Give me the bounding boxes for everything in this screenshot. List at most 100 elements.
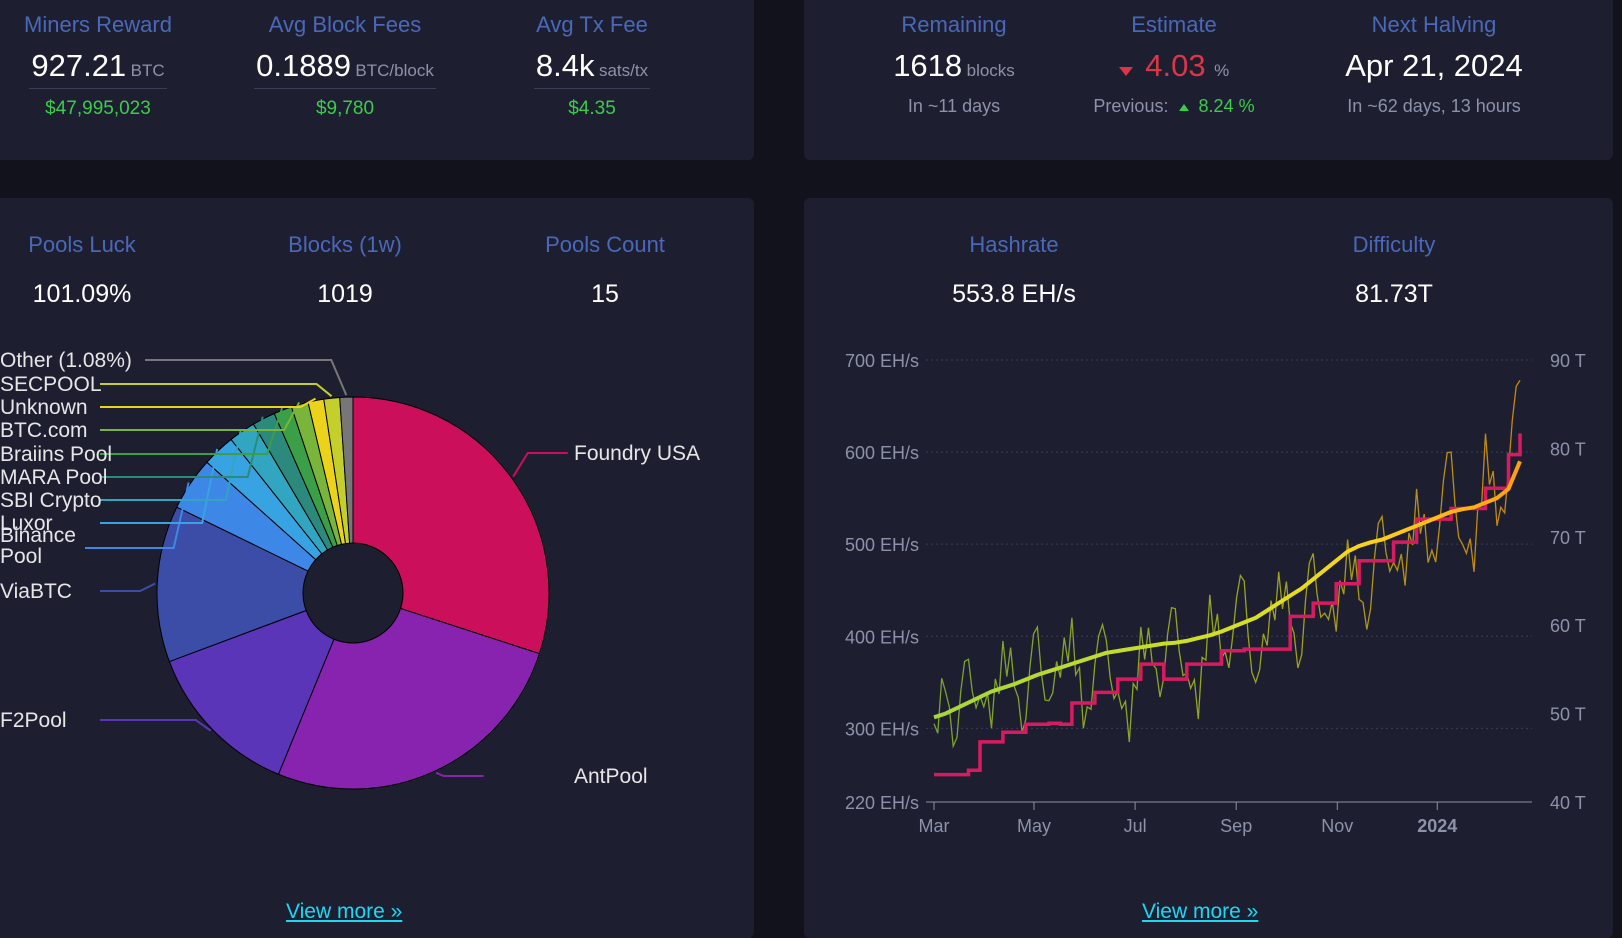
y-left-tick-label: 600 EH/s [845,443,919,463]
caret-down-icon [1118,67,1133,77]
y-right-tick-label: 70 T [1550,528,1586,548]
y-left-tick-label: 400 EH/s [845,627,919,647]
pie-label-btc-com: BTC.com [0,419,88,442]
pie-label-braiins-pool: Braiins Pool [0,443,112,466]
remaining-unit: blocks [966,61,1015,80]
y-left-tick-label: 500 EH/s [845,535,919,555]
pie-connector-secpool [100,383,333,397]
pie-connector-other-1-08 [145,359,348,396]
estimate-previous-unit: % [1238,96,1255,116]
estimate-previous-row: Previous: 8.24 % [1074,96,1274,117]
x-tick-label: 2024 [1417,816,1457,836]
miners-reward-title: Miners Reward [24,12,172,37]
pie-slice-f2pool[interactable] [168,592,354,775]
remaining-value: 1618 [893,48,963,83]
remaining-sub: In ~11 days [907,96,1001,116]
pie-labels: Foundry USA AntPool F2Pool ViaBTC Binance Poo… [0,349,700,788]
miners-reward-underline: 927.21 BTC [29,48,167,89]
x-tick-label: Sep [1220,816,1252,836]
caret-up-icon [1179,103,1190,111]
hashrate-value: 553.8 EH/s [952,280,1076,308]
pie-connector-f2pool [100,719,212,732]
pie-slices [156,396,550,790]
series-hashrate-avg[interactable] [933,460,1522,720]
reward-stats-card: Miners Reward 927.21 BTC $47,995,023 Avg… [0,0,754,160]
miners-reward-value-row: 927.21 BTC [3,48,193,89]
estimate-unit: % [1214,61,1230,80]
pie-label-sbi-crypto: SBI Crypto [0,489,102,512]
y-right-tick-label: 40 T [1550,793,1586,813]
difficulty-adjustment-card: Remaining 1618 blocks In ~11 days Estima… [804,0,1613,160]
chart-gridlines [926,359,1532,729]
avg-tx-fee-value-row: 8.4k sats/tx [502,48,682,89]
pie-connector-luxor [100,448,219,524]
avg-block-fees-usd: $9,780 [315,98,375,119]
avg-block-fees-unit: BTC/block [355,61,434,80]
pie-label-f2pool: F2Pool [0,709,67,732]
avg-tx-fee-unit: sats/tx [598,61,649,80]
blocks-1w-title: Blocks (1w) [288,232,402,257]
remaining-value-row: 1618 blocks [864,48,1044,84]
pie-connector-viabtc [100,582,156,592]
pools-count-value: 15 [591,280,619,308]
next-halving-sub: In ~62 days, 13 hours [1347,96,1521,116]
hashrate-difficulty-chart: 220 EH/s 300 EH/s 400 EH/s 500 EH/s 600 EH/s… [845,351,1586,836]
pie-connector-mara-pool [100,416,264,478]
avg-tx-fee-value: 8.4k [535,48,595,83]
x-tick-label: May [1017,816,1051,836]
blocks-1w-value: 1019 [317,280,373,308]
pie-label-binance-pool: Binance Pool [0,524,76,568]
pie-connector-btc-com [100,401,301,431]
avg-block-fees-underline: 0.1889 BTC/block [254,48,436,89]
y-right-tick-label: 60 T [1550,616,1586,636]
y-left-tick-label: 300 EH/s [845,719,919,739]
pie-label-antpool: AntPool [574,765,648,788]
avg-tx-fee-usd: $4.35 [568,98,616,119]
x-tick-label: Nov [1321,816,1353,836]
pools-count-title: Pools Count [545,232,665,257]
series-hashrate-daily[interactable] [933,379,1521,749]
pie-connector-antpool [435,771,484,777]
chart-series [933,379,1522,777]
avg-block-fees-value-row: 0.1889 BTC/block [235,48,455,89]
avg-block-fees-title: Avg Block Fees [268,12,422,37]
pie-connector-binance-pool [85,482,190,549]
miners-reward-usd: $47,995,023 [45,98,151,119]
pie-connector-braiins-pool [100,407,284,455]
difficulty-value: 81.73T [1355,280,1433,308]
view-more-hashrate-link[interactable]: View more » [1142,900,1259,923]
pie-label-secpool: SECPOOL [0,373,102,396]
y-left-tick-label: 700 EH/s [845,351,919,371]
remaining-title: Remaining [901,12,1007,37]
pie-label-luxor: Luxor [0,512,53,535]
miners-reward-value: 927.21 [31,48,127,83]
pie-label-unknown: Unknown [0,396,88,419]
avg-tx-fee-title: Avg Tx Fee [536,12,648,37]
pools-luck-value: 101.09% [32,280,132,308]
pools-luck-title: Pools Luck [28,232,136,257]
pie-donut-hole [302,542,404,644]
next-halving-title: Next Halving [1371,12,1497,37]
series-difficulty[interactable] [934,433,1522,777]
y-right-tick-label: 80 T [1550,439,1586,459]
x-tick-label: Jul [1124,816,1147,836]
pie-label-foundry-usa: Foundry USA [574,442,700,465]
avg-block-fees-value: 0.1889 [256,48,351,83]
pools-pie-chart: Foundry USA AntPool F2Pool ViaBTC Binance Poo… [0,349,700,790]
estimate-value: 4.03 [1145,48,1206,83]
estimate-previous-label: Previous: [1093,96,1169,116]
x-axis: Mar May Jul Sep Nov 2024 [919,801,1532,836]
miners-reward-unit: BTC [130,61,165,80]
y-axis-left: 220 EH/s 300 EH/s 400 EH/s 500 EH/s 600 EH/s… [845,351,919,813]
estimate-previous-value: 8.24 [1198,96,1234,116]
view-more-pools-link[interactable]: View more » [286,900,403,923]
y-axis-right: 40 T 50 T 60 T 70 T 80 T 90 T [1550,351,1586,813]
y-right-tick-label: 90 T [1550,351,1586,371]
estimate-value-row: 4.03 % [1084,48,1264,84]
pie-slice-viabtc[interactable] [156,506,355,663]
estimate-title: Estimate [1131,12,1217,37]
x-tick-label: Mar [919,816,950,836]
y-left-tick-label: 220 EH/s [845,793,919,813]
difficulty-title: Difficulty [1352,232,1436,257]
pie-label-other-1-08: Other (1.08%) [0,349,132,372]
